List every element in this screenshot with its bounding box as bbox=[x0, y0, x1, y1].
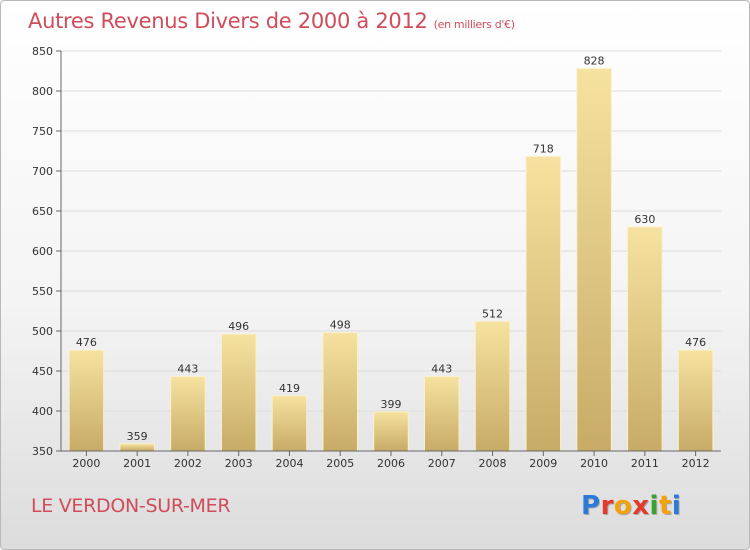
logo-letter: P bbox=[581, 491, 601, 521]
proxiti-logo[interactable]: Proxiti bbox=[581, 491, 681, 521]
bar-2007 bbox=[424, 376, 460, 452]
y-tick-label: 400 bbox=[32, 405, 53, 418]
value-label: 476 bbox=[685, 336, 706, 349]
chart-title-block: Autres Revenus Divers de 2000 à 2012 (en … bbox=[28, 9, 515, 33]
chart-title: Autres Revenus Divers de 2000 à 2012 bbox=[28, 9, 428, 33]
logo-letter: x bbox=[632, 491, 650, 521]
y-tick-label: 800 bbox=[32, 85, 53, 98]
x-tick-label: 2001 bbox=[123, 457, 151, 470]
bar-2005 bbox=[322, 332, 358, 452]
x-tick-label: 2012 bbox=[682, 457, 710, 470]
bar-2003 bbox=[220, 333, 257, 452]
commune-name: LE VERDON-SUR-MER bbox=[31, 495, 231, 517]
bar-2002 bbox=[170, 376, 206, 452]
logo-letter: t bbox=[658, 491, 672, 521]
y-tick-label: 350 bbox=[32, 445, 53, 458]
x-tick-label: 2006 bbox=[377, 457, 405, 470]
y-tick-label: 700 bbox=[32, 165, 53, 178]
x-tick-label: 2010 bbox=[580, 457, 608, 470]
value-label: 443 bbox=[177, 363, 198, 376]
logo-letter: i bbox=[649, 491, 659, 521]
bar-2012 bbox=[677, 349, 714, 452]
x-tick-label: 2005 bbox=[326, 457, 354, 470]
logo-letter: o bbox=[613, 491, 633, 521]
value-label: 630 bbox=[634, 213, 655, 226]
bar-2001 bbox=[119, 443, 155, 452]
bar-2010 bbox=[576, 68, 612, 452]
bar-2011 bbox=[627, 226, 663, 452]
x-tick-label: 2000 bbox=[72, 457, 100, 470]
y-axis-tick-labels: 350 400 450 500 550 600 650 700 750 800 850 bbox=[32, 45, 53, 458]
x-tick-label: 2002 bbox=[174, 457, 202, 470]
x-tick-label: 2008 bbox=[479, 457, 507, 470]
x-axis-tick-labels: 2000 2001 2002 2003 2004 2005 2006 2007 2008 2009… bbox=[72, 451, 710, 470]
y-tick-label: 650 bbox=[32, 205, 53, 218]
value-label: 496 bbox=[228, 320, 249, 333]
logo-letter: r bbox=[600, 491, 614, 521]
y-tick-label: 550 bbox=[32, 285, 53, 298]
value-label: 476 bbox=[76, 336, 97, 349]
value-label: 498 bbox=[330, 319, 351, 332]
bar-2004 bbox=[271, 395, 308, 452]
value-label: 419 bbox=[279, 382, 300, 395]
x-tick-label: 2011 bbox=[631, 457, 659, 470]
y-tick-label: 500 bbox=[32, 325, 53, 338]
x-tick-label: 2009 bbox=[529, 457, 557, 470]
y-tick-label: 750 bbox=[32, 125, 53, 138]
value-label: 399 bbox=[381, 398, 402, 411]
bar-2000 bbox=[68, 349, 105, 452]
grid-lines bbox=[56, 50, 721, 452]
y-tick-label: 450 bbox=[32, 365, 53, 378]
chart-subtitle: (en milliers d'€) bbox=[433, 18, 515, 31]
y-tick-label: 850 bbox=[32, 45, 53, 58]
x-tick-label: 2003 bbox=[225, 457, 253, 470]
bar-2006 bbox=[373, 411, 409, 452]
x-tick-label: 2007 bbox=[428, 457, 456, 470]
logo-letter: i bbox=[671, 491, 682, 521]
bars-group bbox=[68, 68, 714, 452]
value-label: 718 bbox=[533, 143, 554, 156]
bar-2008 bbox=[474, 320, 511, 452]
x-tick-label: 2004 bbox=[275, 457, 303, 470]
value-label: 512 bbox=[482, 307, 503, 320]
value-label: 828 bbox=[584, 55, 605, 68]
bar-2009 bbox=[525, 156, 562, 452]
value-label: 359 bbox=[127, 430, 148, 443]
value-labels: 476 359 443 496 419 498 399 443 512 718 828 630 476 bbox=[76, 55, 706, 443]
y-tick-label: 600 bbox=[32, 245, 53, 258]
value-label: 443 bbox=[431, 363, 452, 376]
